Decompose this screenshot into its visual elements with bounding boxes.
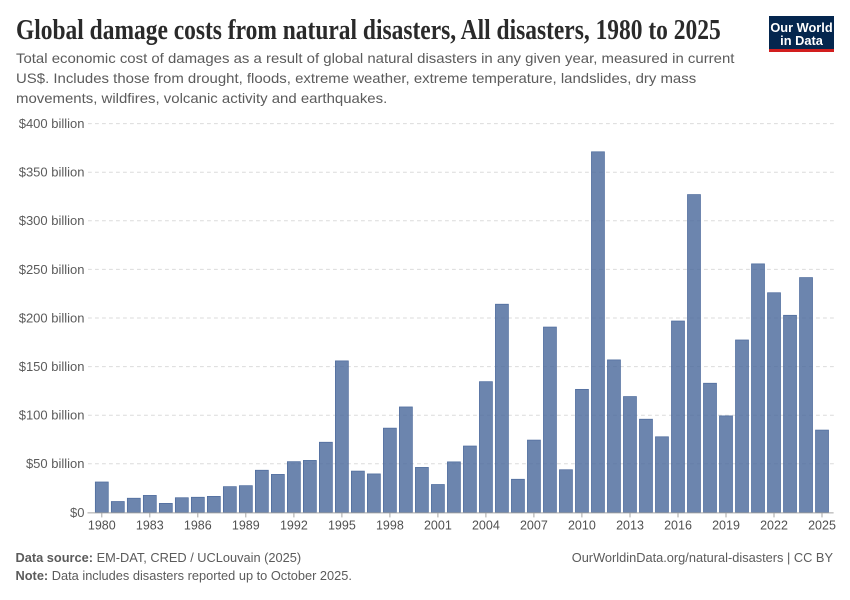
svg-text:2019: 2019 xyxy=(712,519,740,533)
svg-text:1998: 1998 xyxy=(376,519,404,533)
svg-text:$0: $0 xyxy=(70,505,84,520)
svg-text:1980: 1980 xyxy=(88,519,116,533)
svg-text:1983: 1983 xyxy=(136,519,164,533)
svg-text:$150 billion: $150 billion xyxy=(19,359,85,374)
svg-text:2004: 2004 xyxy=(472,519,500,533)
svg-text:2013: 2013 xyxy=(616,519,644,533)
svg-text:2016: 2016 xyxy=(664,519,692,533)
svg-text:1995: 1995 xyxy=(328,519,356,533)
svg-text:$300 billion: $300 billion xyxy=(19,213,85,228)
svg-text:$250 billion: $250 billion xyxy=(19,262,85,277)
svg-text:$200 billion: $200 billion xyxy=(19,310,85,325)
svg-text:$100 billion: $100 billion xyxy=(19,408,85,423)
svg-text:$50 billion: $50 billion xyxy=(26,456,85,471)
svg-text:2025: 2025 xyxy=(808,519,836,533)
svg-text:1989: 1989 xyxy=(232,519,260,533)
svg-text:2022: 2022 xyxy=(760,519,788,533)
svg-text:2007: 2007 xyxy=(520,519,548,533)
svg-text:$400 billion: $400 billion xyxy=(19,116,85,131)
svg-text:$350 billion: $350 billion xyxy=(19,165,85,180)
svg-text:1992: 1992 xyxy=(280,519,308,533)
svg-text:2001: 2001 xyxy=(424,519,452,533)
svg-text:1986: 1986 xyxy=(184,519,212,533)
svg-text:2010: 2010 xyxy=(568,519,596,533)
